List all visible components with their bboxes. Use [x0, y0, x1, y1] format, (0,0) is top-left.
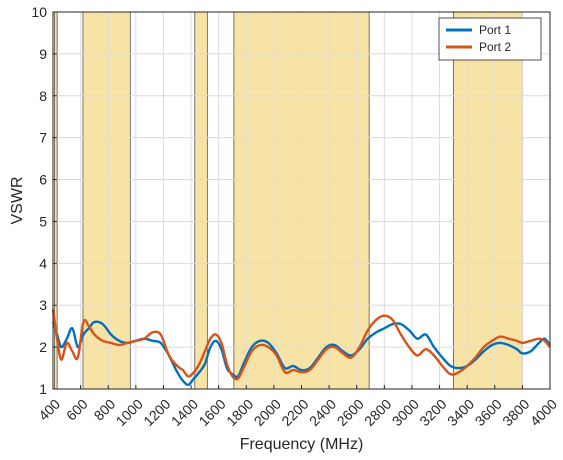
- axis-ticks: 400 600 8001000120014001600180020002200240…: [31, 4, 560, 429]
- legend: Port 1 Port 2: [438, 17, 542, 61]
- y-tick-label: 9: [39, 46, 47, 62]
- legend-box: [438, 17, 542, 61]
- y-tick-label: 5: [39, 213, 47, 229]
- series-lines: [51, 309, 551, 387]
- series-line-port-2: [51, 309, 551, 381]
- shaded-band: [194, 11, 208, 390]
- y-axis-label: VSWR: [9, 177, 26, 225]
- y-tick-label: 8: [39, 88, 47, 104]
- y-tick-label: 7: [39, 130, 47, 146]
- y-tick-label: 1: [39, 381, 47, 397]
- y-tick-label: 6: [39, 172, 47, 188]
- x-axis-label: Frequency (MHz): [240, 436, 364, 453]
- y-tick-label: 10: [31, 4, 47, 20]
- legend-label-port-1: Port 1: [479, 23, 511, 37]
- legend-label-port-2: Port 2: [479, 40, 511, 54]
- y-tick-label: 2: [39, 339, 47, 355]
- y-tick-label: 4: [39, 255, 47, 271]
- shaded-band: [452, 11, 523, 390]
- y-tick-label: 3: [39, 297, 47, 313]
- shaded-band: [82, 11, 131, 390]
